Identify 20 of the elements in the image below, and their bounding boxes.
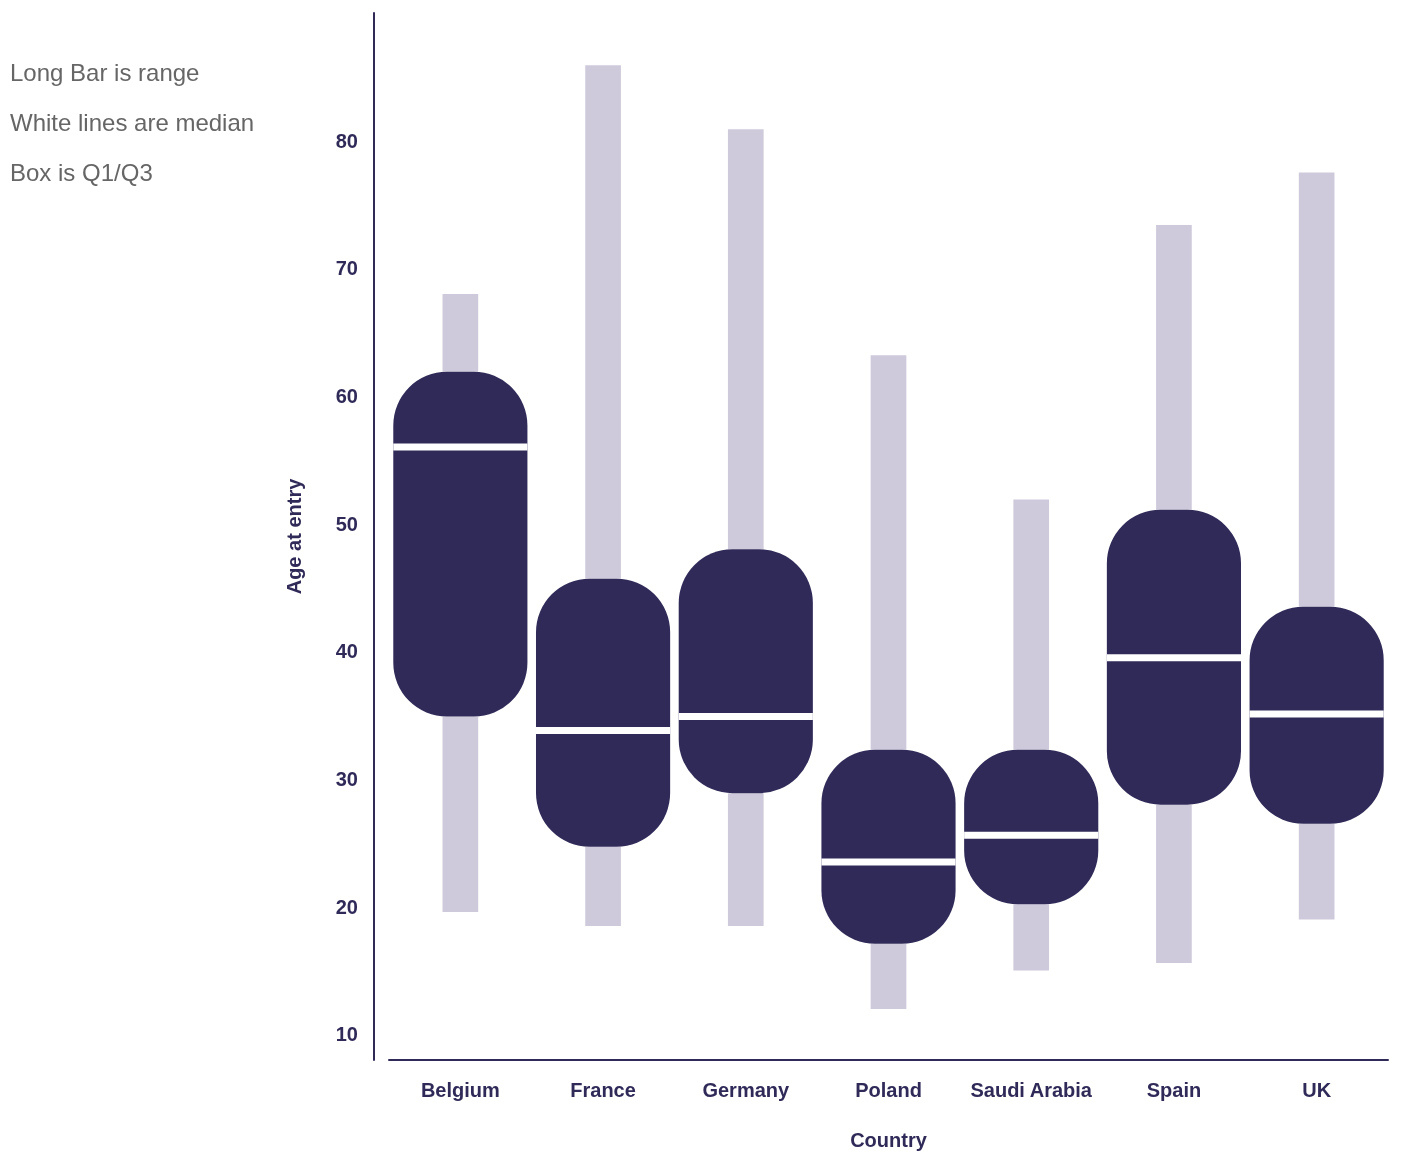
y-tick-label: 70 xyxy=(335,257,358,280)
x-tick-label: France xyxy=(570,1079,636,1101)
y-tick-label: 50 xyxy=(335,512,358,535)
y-axis-title: Age at entry xyxy=(283,477,305,595)
text: Box is Q1/Q3 xyxy=(10,158,153,186)
y-tick-label: 80 xyxy=(335,129,358,152)
y-tick-label: 10 xyxy=(335,1023,358,1046)
y-tick-label: 30 xyxy=(335,768,358,791)
x-tick-label: Germany xyxy=(702,1079,791,1101)
y-tick-label: 20 xyxy=(335,895,358,918)
x-tick-label: Belgium xyxy=(420,1079,500,1101)
y-tick-label: 60 xyxy=(335,385,358,408)
text: White lines are median xyxy=(10,108,255,136)
x-tick-label: Saudi Arabia xyxy=(970,1079,1093,1101)
y-tick-label: 40 xyxy=(335,640,358,663)
x-tick-label: Poland xyxy=(855,1079,922,1101)
x-tick-label: Spain xyxy=(1146,1079,1202,1101)
x-tick-label: UK xyxy=(1302,1079,1332,1101)
text: Long Bar is range xyxy=(10,58,200,86)
x-axis-title: Country xyxy=(850,1129,928,1151)
